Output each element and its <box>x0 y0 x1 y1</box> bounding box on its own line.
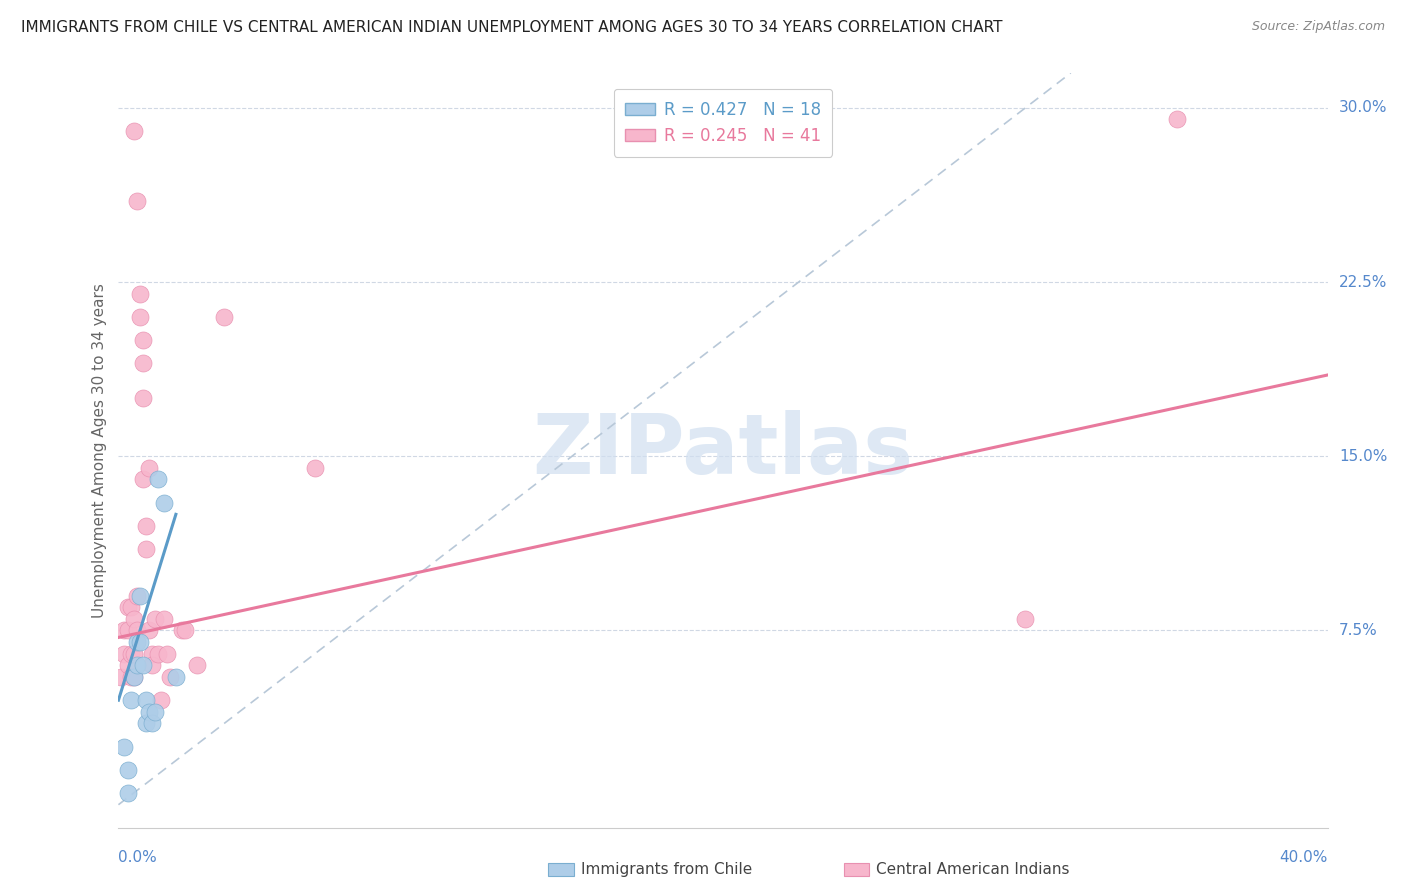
Point <box>117 786 139 800</box>
Text: 40.0%: 40.0% <box>1279 850 1327 865</box>
Point <box>125 194 148 208</box>
Point <box>159 670 181 684</box>
Point <box>128 286 150 301</box>
Text: Central American Indians: Central American Indians <box>876 862 1070 877</box>
Point <box>122 647 145 661</box>
Point <box>138 705 160 719</box>
Point <box>117 763 139 777</box>
Point <box>135 519 157 533</box>
Point <box>143 612 166 626</box>
Point <box>110 670 132 684</box>
Point <box>149 693 172 707</box>
Text: 7.5%: 7.5% <box>1339 623 1378 638</box>
Point <box>122 670 145 684</box>
Point <box>117 624 139 638</box>
Y-axis label: Unemployment Among Ages 30 to 34 years: Unemployment Among Ages 30 to 34 years <box>93 283 107 618</box>
Text: ZIPatlas: ZIPatlas <box>533 410 914 491</box>
Point <box>120 600 142 615</box>
Point <box>135 542 157 557</box>
Legend: R = 0.427   N = 18, R = 0.245   N = 41: R = 0.427 N = 18, R = 0.245 N = 41 <box>613 89 832 156</box>
Point <box>122 124 145 138</box>
Point <box>120 647 142 661</box>
Point <box>131 356 153 370</box>
Point <box>117 600 139 615</box>
Point <box>114 739 136 754</box>
Text: 30.0%: 30.0% <box>1339 100 1388 115</box>
Point <box>120 670 142 684</box>
Point <box>128 589 150 603</box>
Point <box>304 461 326 475</box>
Point <box>141 647 163 661</box>
Point <box>114 624 136 638</box>
Point <box>138 624 160 638</box>
Point <box>143 705 166 719</box>
Point <box>152 496 174 510</box>
Point <box>152 612 174 626</box>
Text: 15.0%: 15.0% <box>1339 449 1388 464</box>
Point <box>135 716 157 731</box>
Point <box>120 693 142 707</box>
Point <box>131 658 153 673</box>
Point <box>138 461 160 475</box>
Point <box>122 670 145 684</box>
Point <box>125 624 148 638</box>
Point <box>1014 612 1036 626</box>
Point <box>131 333 153 347</box>
Point <box>212 310 235 324</box>
Text: IMMIGRANTS FROM CHILE VS CENTRAL AMERICAN INDIAN UNEMPLOYMENT AMONG AGES 30 TO 3: IMMIGRANTS FROM CHILE VS CENTRAL AMERICA… <box>21 20 1002 35</box>
Point <box>125 635 148 649</box>
Point <box>170 624 193 638</box>
Point <box>131 391 153 405</box>
Point <box>156 647 179 661</box>
Point <box>117 658 139 673</box>
Point <box>131 473 153 487</box>
Text: Source: ZipAtlas.com: Source: ZipAtlas.com <box>1251 20 1385 33</box>
Text: 0.0%: 0.0% <box>118 850 157 865</box>
Point <box>141 658 163 673</box>
Point <box>128 635 150 649</box>
Point <box>146 647 169 661</box>
Point <box>165 670 187 684</box>
Point <box>128 310 150 324</box>
Point <box>114 647 136 661</box>
Point <box>174 624 197 638</box>
Point <box>125 589 148 603</box>
Text: 22.5%: 22.5% <box>1339 275 1388 290</box>
Point <box>122 612 145 626</box>
Point <box>135 693 157 707</box>
Point <box>141 716 163 731</box>
Point <box>186 658 208 673</box>
Text: Immigrants from Chile: Immigrants from Chile <box>581 862 752 877</box>
Point <box>1166 112 1188 127</box>
Point <box>146 473 169 487</box>
Point <box>125 658 148 673</box>
